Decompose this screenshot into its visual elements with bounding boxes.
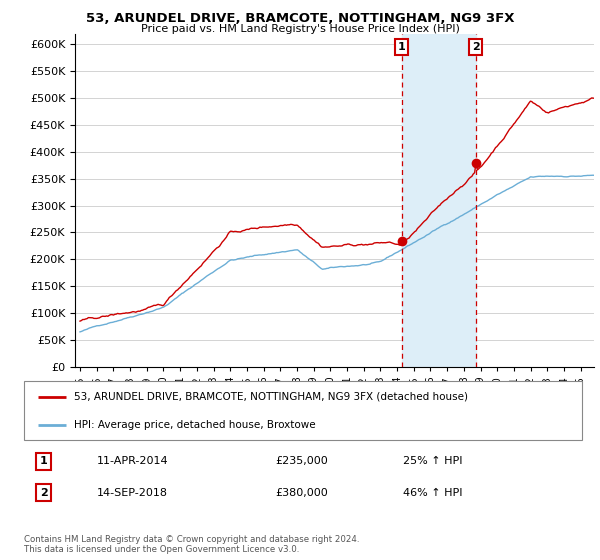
Text: Price paid vs. HM Land Registry's House Price Index (HPI): Price paid vs. HM Land Registry's House … xyxy=(140,24,460,34)
Text: 53, ARUNDEL DRIVE, BRAMCOTE, NOTTINGHAM, NG9 3FX: 53, ARUNDEL DRIVE, BRAMCOTE, NOTTINGHAM,… xyxy=(86,12,514,25)
Text: £380,000: £380,000 xyxy=(275,488,328,498)
Text: 14-SEP-2018: 14-SEP-2018 xyxy=(97,488,167,498)
Text: 25% ↑ HPI: 25% ↑ HPI xyxy=(403,456,463,466)
Text: 2: 2 xyxy=(40,488,47,498)
Text: £235,000: £235,000 xyxy=(275,456,328,466)
Text: 53, ARUNDEL DRIVE, BRAMCOTE, NOTTINGHAM, NG9 3FX (detached house): 53, ARUNDEL DRIVE, BRAMCOTE, NOTTINGHAM,… xyxy=(74,391,468,402)
Text: HPI: Average price, detached house, Broxtowe: HPI: Average price, detached house, Brox… xyxy=(74,420,316,430)
Bar xyxy=(401,34,476,367)
Text: 46% ↑ HPI: 46% ↑ HPI xyxy=(403,488,463,498)
Text: Contains HM Land Registry data © Crown copyright and database right 2024.
This d: Contains HM Land Registry data © Crown c… xyxy=(24,535,359,554)
Text: 1: 1 xyxy=(398,42,406,52)
Text: 11-APR-2014: 11-APR-2014 xyxy=(97,456,168,466)
Text: 2: 2 xyxy=(472,42,479,52)
Text: 1: 1 xyxy=(40,456,47,466)
